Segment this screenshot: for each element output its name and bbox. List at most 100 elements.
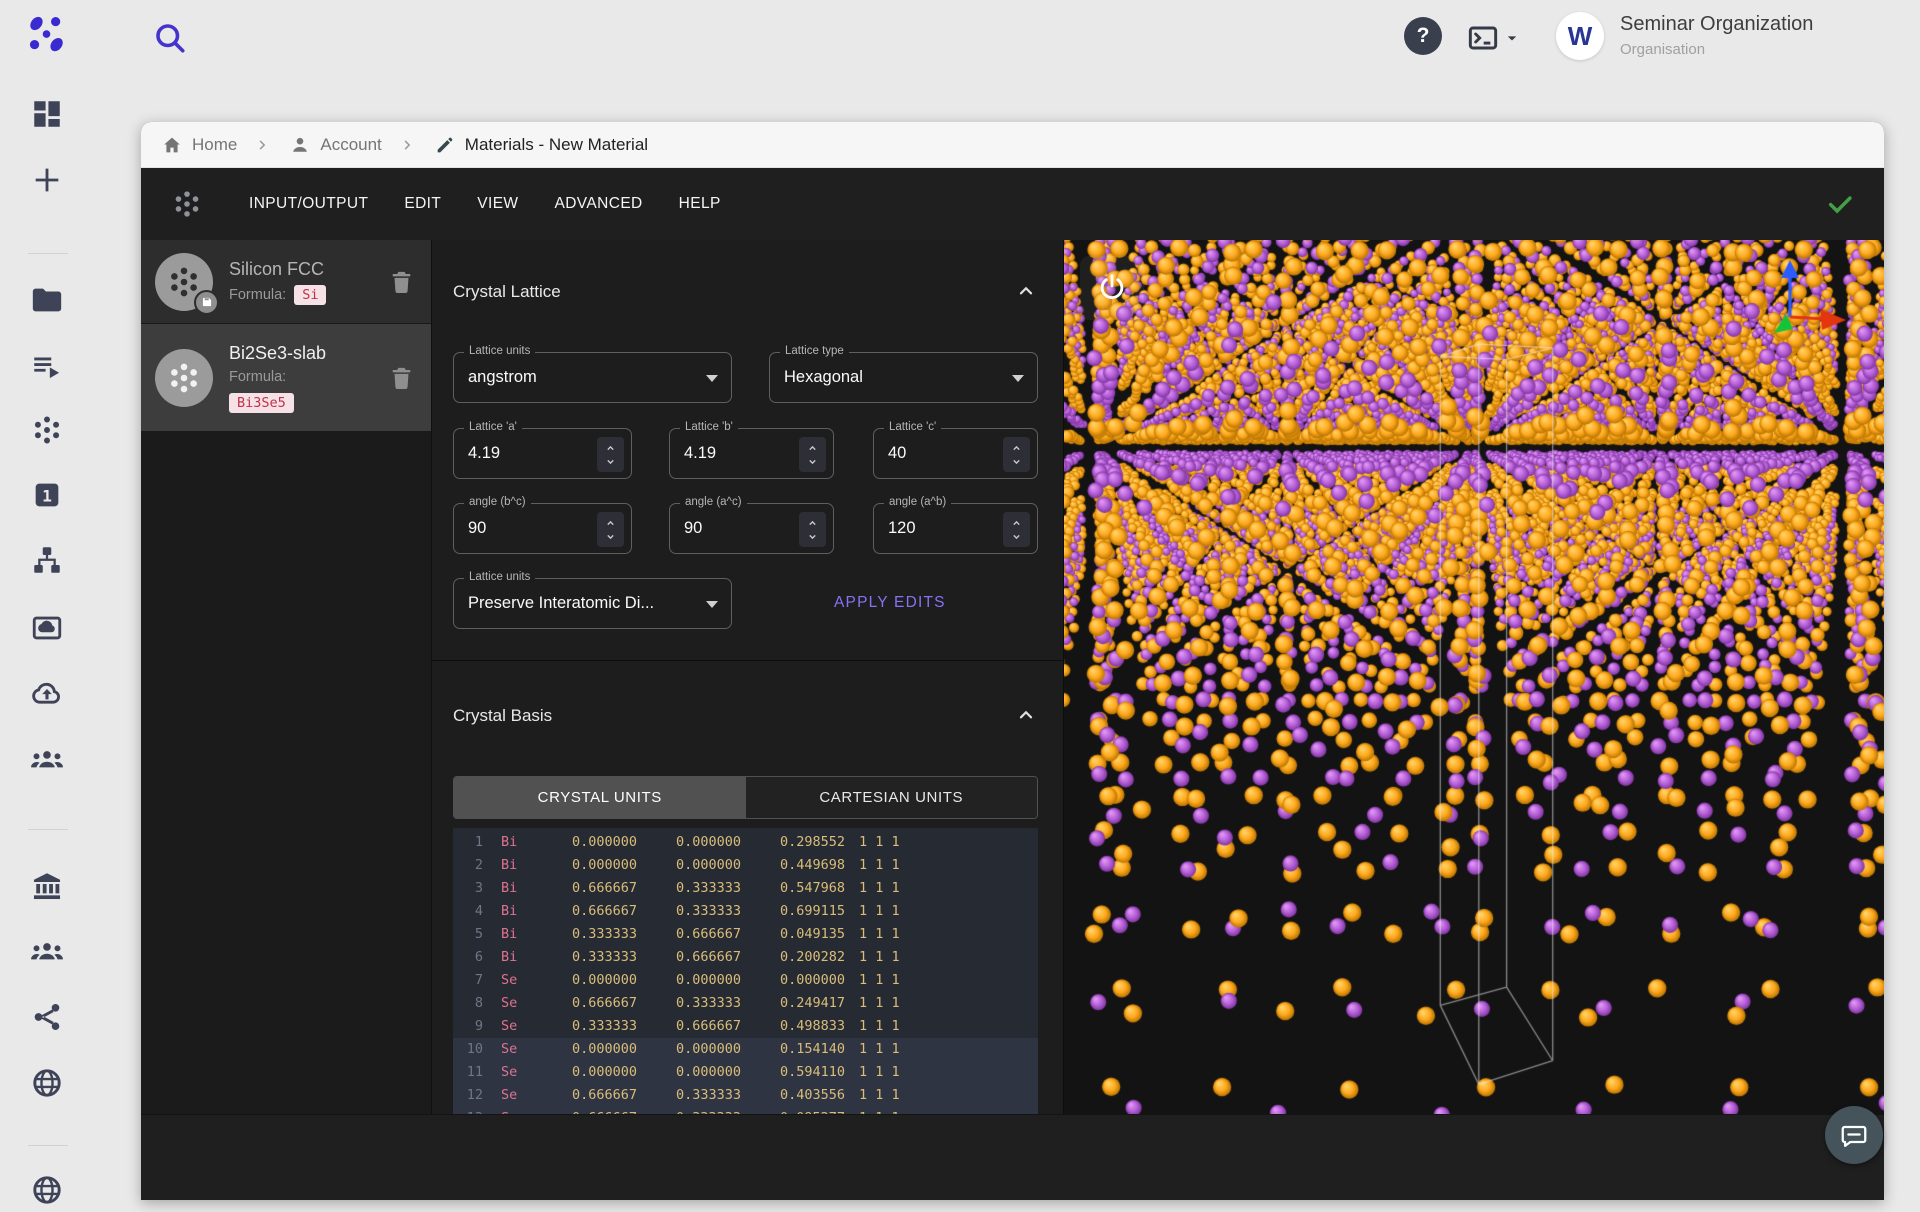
console-dropdown-icon[interactable]	[1464, 22, 1526, 54]
angle-ac-input[interactable]: angle (a^c) 90	[669, 503, 834, 554]
lattice-c-input[interactable]: Lattice 'c' 40	[873, 428, 1038, 479]
tab-cartesian-units[interactable]: CARTESIAN UNITS	[746, 777, 1038, 818]
sidebar-item-unit-icon[interactable]: 1	[30, 478, 64, 512]
apply-edits-button[interactable]: APPLY EDITS	[824, 586, 956, 620]
coord-y: 0.666667	[637, 923, 741, 946]
lattice-units-select[interactable]: Lattice units angstrom	[453, 352, 732, 403]
collapse-lattice-icon[interactable]	[1015, 280, 1037, 302]
constraint-flags: 1 1 1	[859, 1015, 900, 1038]
lattice-a-input[interactable]: Lattice 'a' 4.19	[453, 428, 632, 479]
sidebar-item-people-icon[interactable]	[30, 935, 64, 969]
caret-down-icon[interactable]	[1012, 375, 1024, 382]
save-check-icon[interactable]	[1826, 190, 1854, 218]
coord-y: 0.333333	[637, 900, 741, 923]
org-name: Seminar Organization	[1620, 13, 1813, 36]
help-icon[interactable]: ?	[1404, 17, 1442, 55]
menu-item-view[interactable]: VIEW	[477, 195, 518, 213]
angle-bc-input[interactable]: angle (b^c) 90	[453, 503, 632, 554]
atom-row[interactable]: 3Bi0.6666670.3333330.5479681 1 1	[453, 877, 1038, 900]
sidebar-item-media-icon[interactable]	[30, 611, 64, 645]
constraint-flags: 1 1 1	[859, 900, 900, 923]
sidebar-item-team-icon[interactable]	[30, 743, 64, 777]
avatar-letter: W	[1568, 21, 1593, 52]
element-symbol: Se	[501, 1084, 533, 1107]
user-avatar[interactable]: W	[1556, 12, 1604, 60]
breadcrumb-account[interactable]: Account	[320, 135, 381, 155]
coord-z: 0.498833	[741, 1015, 845, 1038]
reparametrize-select[interactable]: Lattice units Preserve Interatomic Di...	[453, 578, 732, 629]
material-formula: Formula:Si	[229, 285, 326, 305]
menu-item-help[interactable]: HELP	[679, 195, 721, 213]
atom-row[interactable]: 6Bi0.3333330.6666670.2002821 1 1	[453, 946, 1038, 969]
sidebar-item-share-icon[interactable]	[30, 1000, 64, 1034]
line-number: 2	[453, 854, 483, 877]
line-number: 13	[453, 1107, 483, 1114]
sidebar-item-globe-icon[interactable]	[30, 1173, 64, 1207]
coord-z: 0.200282	[741, 946, 845, 969]
coord-x: 0.000000	[533, 1061, 637, 1084]
sidebar-item-materials-icon[interactable]	[30, 413, 64, 447]
chat-bubble-icon[interactable]	[1825, 1106, 1883, 1164]
breadcrumb-home[interactable]: Home	[192, 135, 237, 155]
sidebar-item-cloud-upload-icon[interactable]	[30, 676, 64, 710]
stepper-icon[interactable]	[799, 512, 826, 547]
atom-row[interactable]: 1Bi0.0000000.0000000.2985521 1 1	[453, 831, 1038, 854]
atom-row[interactable]: 12Se0.6666670.3333330.4035561 1 1	[453, 1084, 1038, 1107]
sidebar-item-dashboard-icon[interactable]	[30, 97, 64, 131]
menu-item-input-output[interactable]: INPUT/OUTPUT	[249, 195, 368, 213]
atom-row[interactable]: 7Se0.0000000.0000000.0000001 1 1	[453, 969, 1038, 992]
constraint-flags: 1 1 1	[859, 1038, 900, 1061]
line-number: 1	[453, 831, 483, 854]
atom-row[interactable]: 5Bi0.3333330.6666670.0491351 1 1	[453, 923, 1038, 946]
lattice-units-value: angstrom	[468, 353, 697, 402]
basis-coordinates-table[interactable]: 1Bi0.0000000.0000000.2985521 1 12Bi0.000…	[453, 828, 1038, 1114]
material-item-silicon-fcc[interactable]: Silicon FCCFormula:Si	[141, 240, 431, 324]
collapse-basis-icon[interactable]	[1015, 704, 1037, 726]
sidebar-item-workflows-icon[interactable]	[30, 543, 64, 577]
power-icon[interactable]	[1080, 256, 1144, 320]
lattice-type-select[interactable]: Lattice type Hexagonal	[769, 352, 1038, 403]
sidebar-divider	[28, 829, 68, 830]
atom-row[interactable]: 13Se0.6666670.3333330.0952771 1 1	[453, 1107, 1038, 1114]
search-icon[interactable]	[152, 20, 188, 56]
delete-material-icon[interactable]	[388, 268, 415, 295]
coord-y: 0.000000	[637, 1038, 741, 1061]
menu-item-advanced[interactable]: ADVANCED	[554, 195, 642, 213]
editor-footer	[141, 1114, 1884, 1200]
sidebar-item-globe-icon[interactable]	[30, 1066, 64, 1100]
atom-row[interactable]: 9Se0.3333330.6666670.4988331 1 1	[453, 1015, 1038, 1038]
caret-down-icon[interactable]	[706, 375, 718, 382]
coord-y: 0.333333	[637, 1084, 741, 1107]
atom-row[interactable]: 2Bi0.0000000.0000000.4496981 1 1	[453, 854, 1038, 877]
atom-row[interactable]: 10Se0.0000000.0000000.1541401 1 1	[453, 1038, 1038, 1061]
stepper-icon[interactable]	[1003, 512, 1030, 547]
lattice-b-value: 4.19	[684, 429, 799, 478]
delete-material-icon[interactable]	[388, 364, 415, 391]
caret-down-icon[interactable]	[706, 601, 718, 608]
stepper-icon[interactable]	[1003, 437, 1030, 472]
coord-y: 0.000000	[637, 831, 741, 854]
sidebar-item-bank-icon[interactable]	[30, 869, 64, 903]
line-number: 4	[453, 900, 483, 923]
angle-ab-input[interactable]: angle (a^b) 120	[873, 503, 1038, 554]
stepper-icon[interactable]	[799, 437, 826, 472]
menu-item-edit[interactable]: EDIT	[404, 195, 441, 213]
atom-row[interactable]: 8Se0.6666670.3333330.2494171 1 1	[453, 992, 1038, 1015]
line-number: 3	[453, 877, 483, 900]
sidebar-item-jobs-icon[interactable]	[30, 349, 64, 383]
sidebar-item-add-icon[interactable]	[30, 163, 64, 197]
element-symbol: Bi	[501, 831, 533, 854]
tab-crystal-units[interactable]: CRYSTAL UNITS	[454, 777, 746, 818]
atom-row[interactable]: 11Se0.0000000.0000000.5941101 1 1	[453, 1061, 1038, 1084]
sidebar-divider	[28, 1145, 68, 1146]
material-item-bi2se3-slab[interactable]: Bi2Se3-slabFormula:Bi3Se5	[141, 324, 431, 432]
stepper-icon[interactable]	[597, 512, 624, 547]
lattice-b-input[interactable]: Lattice 'b' 4.19	[669, 428, 834, 479]
line-number: 10	[453, 1038, 483, 1061]
stepper-icon[interactable]	[597, 437, 624, 472]
coord-y: 0.666667	[637, 946, 741, 969]
atom-row[interactable]: 4Bi0.6666670.3333330.6991151 1 1	[453, 900, 1038, 923]
3d-viewport[interactable]	[1064, 240, 1884, 1114]
coord-x: 0.666667	[533, 900, 637, 923]
sidebar-item-folder-icon[interactable]	[30, 283, 64, 317]
